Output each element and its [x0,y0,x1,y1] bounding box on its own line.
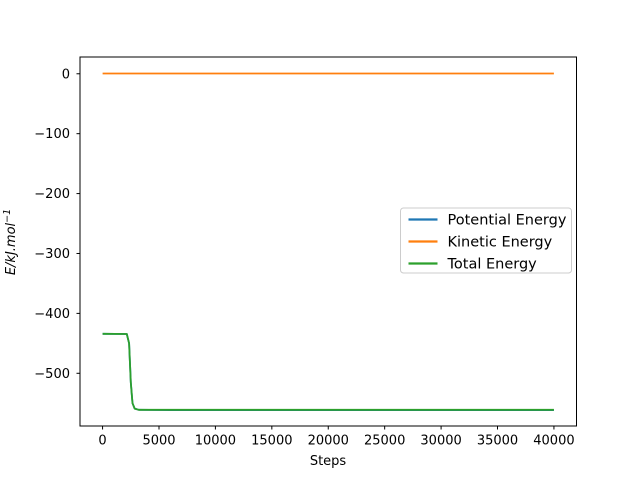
y-axis-label: E/kJ.mol−1 [2,209,19,275]
x-tick-label-4: 20000 [308,433,349,448]
x-tick-label-8: 40000 [533,433,574,448]
legend-entry-potential-energy: Potential Energy [408,213,567,229]
x-tick-label-6: 30000 [420,433,461,448]
y-tick-label-3: −300 [34,247,70,262]
legend-label-total-energy: Total Energy [447,257,538,273]
y-tick-label-5: −500 [34,367,70,382]
y-axis-label-base: E/kJ.mol [4,222,19,275]
y-tick-label-2: −200 [34,187,70,202]
x-tick-label-1: 5000 [142,433,175,448]
y-tick-label-4: −400 [34,307,70,322]
y-tick-label-0: 0 [62,67,70,82]
legend-entry-kinetic-energy: Kinetic Energy [408,235,553,251]
x-axis-ticks: 0 5000 10000 15000 20000 25000 30000 35000 40000 [98,426,575,448]
legend-label-kinetic-energy: Kinetic Energy [448,235,553,251]
legend-frame [400,207,572,274]
x-axis-label: Steps [310,454,347,469]
x-tick-label-7: 35000 [477,433,518,448]
series-line-total-energy [102,332,554,411]
y-tick-label-1: −100 [34,127,70,142]
legend-entry-total-energy: Total Energy [408,257,538,273]
x-tick-label-3: 15000 [251,433,292,448]
x-tick-label-0: 0 [98,433,106,448]
x-tick-label-5: 25000 [364,433,405,448]
legend-label-potential-energy: Potential Energy [448,213,567,229]
y-axis-ticks: 0 −100 −200 −300 −400 −500 [34,67,80,382]
series-lines [102,72,554,412]
legend: Potential Energy Kinetic Energy Total En… [400,207,572,274]
x-tick-label-2: 10000 [195,433,236,448]
y-axis-label-superscript: −1 [2,209,13,223]
